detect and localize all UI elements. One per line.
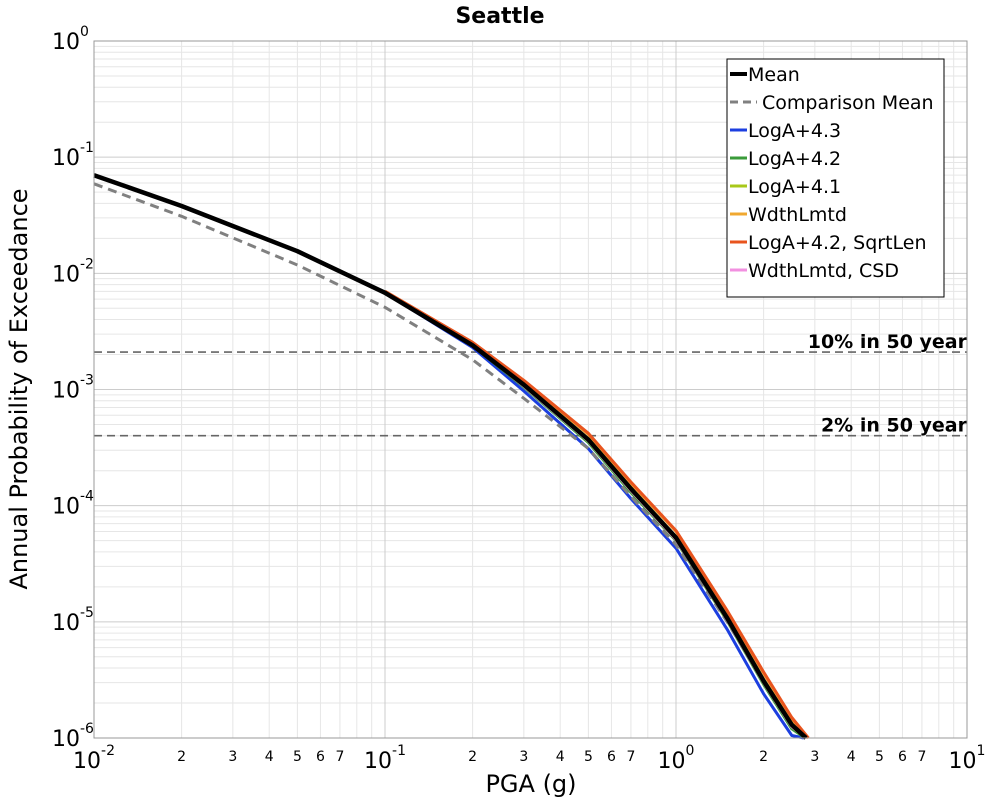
x-minor-tick-label: 6	[898, 749, 907, 765]
x-minor-tick-label: 5	[293, 749, 302, 765]
series-line-loga-4-3	[384, 291, 805, 740]
x-major-tick-label: 10-2	[73, 743, 115, 774]
x-axis-label: PGA (g)	[485, 770, 576, 798]
y-major-tick-label: 10-2	[52, 256, 94, 287]
x-major-tick-label: 10-1	[364, 743, 406, 774]
series-line-wdthlmtd	[384, 290, 810, 739]
x-minor-tick-label: 4	[847, 749, 856, 765]
y-major-tick-label: 10-5	[52, 605, 94, 636]
y-major-tick-label: 10-1	[52, 140, 94, 171]
series-line-mean	[93, 173, 808, 740]
reference-lines: 10% in 50 year 2% in 50 year	[94, 331, 968, 437]
reference-line-label: 10% in 50 year	[808, 331, 968, 353]
x-minor-tick-label: 7	[335, 749, 344, 765]
legend-label: LogA+4.2, SqrtLen	[748, 232, 927, 254]
y-major-tick-label: 10-3	[52, 373, 94, 404]
series-line-loga-4-2	[384, 291, 807, 740]
x-minor-tick-label: 3	[810, 749, 819, 765]
x-minor-tick-label: 6	[316, 749, 325, 765]
legend-label: LogA+4.3	[748, 120, 841, 142]
x-minor-tick-label: 4	[556, 749, 565, 765]
series-line-comparison-mean	[93, 182, 808, 740]
y-major-tick-label: 10-4	[52, 489, 94, 520]
x-minor-tick-label: 7	[917, 749, 926, 765]
x-minor-tick-label: 2	[177, 749, 186, 765]
series-line-loga-4-2-sqrtlen	[384, 290, 810, 739]
legend-label: LogA+4.1	[748, 176, 841, 198]
y-major-tick-label: 100	[52, 24, 89, 55]
y-tick-labels: 100 10-1 10-2 10-3 10-4 10-5 10-6	[52, 24, 94, 752]
x-minor-tick-label: 3	[519, 749, 528, 765]
grid	[93, 40, 968, 739]
x-minor-tick-label: 4	[265, 749, 274, 765]
legend-label: Comparison Mean	[762, 92, 934, 114]
plot-frame	[93, 40, 968, 739]
x-minor-tick-label: 6	[607, 749, 616, 765]
x-minor-tick-label: 5	[584, 749, 593, 765]
x-minor-tick-label: 2	[759, 749, 768, 765]
y-axis-label: Annual Probability of Exceedance	[5, 188, 33, 589]
legend-box	[726, 58, 945, 298]
x-major-tick-label: 101	[949, 743, 986, 774]
reference-line-label: 2% in 50 year	[821, 415, 968, 437]
chart-title: Seattle	[455, 4, 544, 29]
x-minor-tick-label: 5	[875, 749, 884, 765]
legend-label: WdthLmtd, CSD	[748, 260, 899, 282]
legend-label: WdthLmtd	[748, 204, 847, 226]
series-line-wdthlmtd-csd	[384, 290, 808, 740]
legend-label: LogA+4.2	[748, 148, 841, 170]
x-minor-tick-label: 7	[626, 749, 635, 765]
series-group	[93, 173, 810, 740]
y-major-tick-label: 10-6	[52, 721, 94, 752]
legend-label: Mean	[748, 64, 800, 86]
x-minor-tick-label: 2	[468, 749, 477, 765]
series-line-loga-4-1	[384, 290, 807, 740]
x-major-tick-label: 100	[658, 743, 695, 774]
legend: Mean Comparison Mean LogA+4.3 LogA+4.2 LogA+…	[726, 58, 945, 298]
x-minor-tick-label: 3	[228, 749, 237, 765]
